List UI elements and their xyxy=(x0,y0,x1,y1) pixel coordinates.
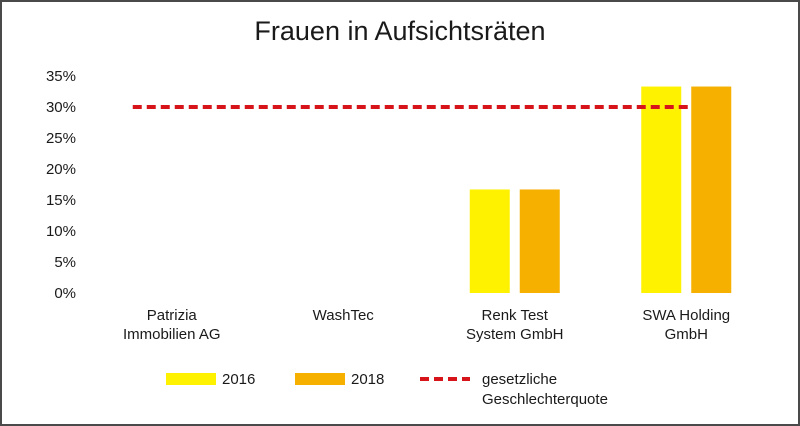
bars xyxy=(469,86,732,293)
bar-2016 xyxy=(469,189,510,293)
x-axis-labels: Patrizia Immobilien AG WashTec Renk Test Sys… xyxy=(123,307,730,343)
legend-swatch-2018 xyxy=(295,373,345,385)
y-tick-label: 25% xyxy=(46,130,76,147)
legend-label: gesetzliche Geschlechterquote xyxy=(482,371,608,408)
y-tick-label: 10% xyxy=(46,223,76,240)
legend-swatch-2016 xyxy=(166,373,216,385)
legend-label: 2018 xyxy=(351,371,384,388)
y-tick-label: 20% xyxy=(46,161,76,178)
bar-2018 xyxy=(691,86,732,293)
x-category-label: Renk Test System GmbH xyxy=(466,307,564,343)
bar-2018 xyxy=(519,189,560,293)
y-tick-label: 5% xyxy=(54,254,76,271)
y-tick-label: 15% xyxy=(46,192,76,209)
x-category-label: WashTec xyxy=(313,307,375,324)
x-category-label: SWA Holding GmbH xyxy=(642,307,730,343)
y-tick-label: 0% xyxy=(54,285,76,302)
chart-title: Frauen in Aufsichtsräten xyxy=(254,16,546,46)
legend: 2016 2018 gesetzliche Geschlechterquote xyxy=(166,371,608,408)
y-axis: 0% 5% 10% 15% 20% 25% 30% 35% xyxy=(46,68,76,302)
y-tick-label: 35% xyxy=(46,68,76,85)
y-tick-label: 30% xyxy=(46,99,76,116)
x-category-label: Patrizia Immobilien AG xyxy=(123,307,221,343)
legend-label: 2016 xyxy=(222,371,255,388)
bar-2016 xyxy=(641,86,682,293)
